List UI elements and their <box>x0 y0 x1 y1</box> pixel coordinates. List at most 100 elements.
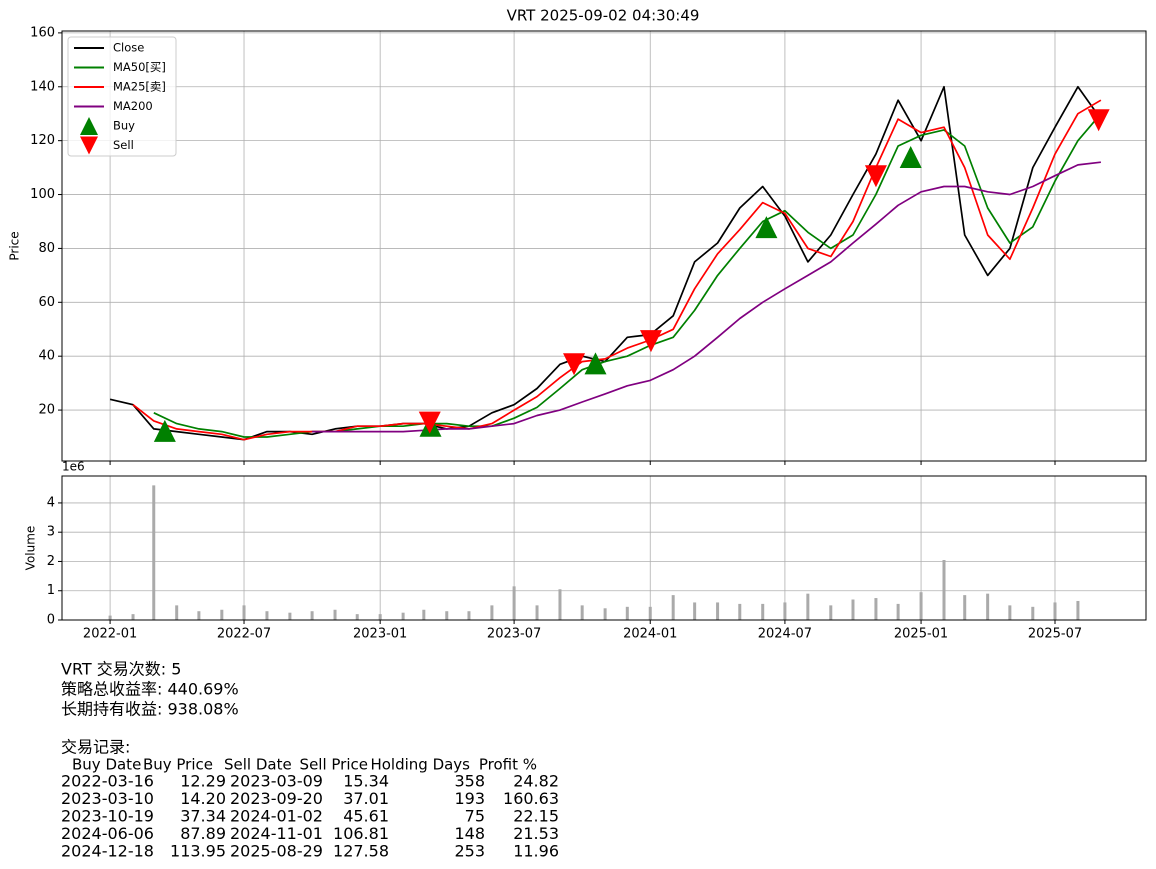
volume-bar <box>535 605 539 620</box>
table-cell: 14.20 <box>180 789 226 808</box>
table-cell: 2024-12-18 <box>61 842 154 861</box>
table-cell: 2025-08-29 <box>230 842 323 861</box>
y-tick-label: 120 <box>30 133 55 148</box>
table-header: Buy Date <box>72 756 141 774</box>
volume-bar <box>512 586 516 620</box>
volume-bar <box>152 485 156 620</box>
volume-bar <box>783 602 787 620</box>
x-tick-label: 2022-01 <box>83 627 137 642</box>
y-tick-label: 40 <box>38 349 55 364</box>
volume-bar <box>558 589 562 620</box>
sell-marker <box>639 330 662 353</box>
table-header: Profit % <box>479 756 537 774</box>
table-cell: 37.34 <box>180 807 226 826</box>
x-tick-label: 2024-01 <box>623 627 677 642</box>
x-tick-label: 2025-07 <box>1028 627 1082 642</box>
sell-marker <box>563 353 586 376</box>
volume-bar <box>131 614 135 620</box>
y-tick-label: 1 <box>47 583 55 598</box>
volume-bar <box>716 602 720 620</box>
legend-label: MA200 <box>113 99 153 113</box>
volume-bar <box>242 605 246 620</box>
volume-bar <box>625 606 629 620</box>
series-line <box>132 99 1102 441</box>
table-cell: 2024-11-01 <box>230 824 323 843</box>
volume-bar <box>333 609 337 620</box>
table-cell: 37.01 <box>343 789 389 808</box>
table-cell: 11.96 <box>513 842 559 861</box>
x-tick-label: 2024-07 <box>758 627 812 642</box>
table-cell: 106.81 <box>333 824 389 843</box>
volume-bar <box>963 595 967 620</box>
sell-marker <box>864 165 887 188</box>
volume-bar <box>806 593 810 620</box>
table-header: Sell Date <box>224 756 292 774</box>
y-tick-label: 4 <box>47 495 55 510</box>
series-line <box>312 161 1101 433</box>
table-cell: 2023-03-09 <box>230 772 323 791</box>
table-cell: 2022-03-16 <box>61 772 154 791</box>
volume-bar <box>220 609 224 620</box>
table-cell: 75 <box>465 807 485 826</box>
table-cell: 45.61 <box>343 807 389 826</box>
legend-label: MA50[买] <box>113 60 166 74</box>
volume-bar <box>401 612 405 620</box>
volume-bar <box>355 614 359 620</box>
legend-label: Sell <box>113 138 134 152</box>
table-cell: 22.15 <box>513 807 559 826</box>
volume-bar <box>310 611 314 620</box>
volume-bar <box>874 598 878 620</box>
table-cell: 113.95 <box>170 842 226 861</box>
volume-bar <box>1053 602 1057 620</box>
buy-marker <box>899 145 922 168</box>
volume-bar <box>896 603 900 620</box>
sell-marker <box>418 411 441 434</box>
volume-bar <box>919 592 923 620</box>
volume-bar <box>829 605 833 620</box>
volume-bar <box>197 611 201 620</box>
y-tick-label: 100 <box>30 187 55 202</box>
table-cell: 148 <box>454 824 485 843</box>
volume-bar <box>761 603 765 620</box>
x-tick-label: 2025-01 <box>894 627 948 642</box>
x-tick-label: 2023-01 <box>353 627 407 642</box>
volume-bar <box>671 595 675 620</box>
y-axis-label: Price <box>8 231 22 260</box>
volume-bar <box>1008 605 1012 620</box>
table-cell: 2023-10-19 <box>61 807 154 826</box>
legend-marker <box>80 117 98 135</box>
table-cell: 253 <box>454 842 485 861</box>
table-cell: 21.53 <box>513 824 559 843</box>
table-cell: 87.89 <box>180 824 226 843</box>
volume-bar <box>265 611 269 620</box>
plot-frame <box>61 30 1147 462</box>
volume-bar <box>288 612 292 620</box>
volume-bar <box>1031 606 1035 620</box>
table-cell: 2023-09-20 <box>230 789 323 808</box>
summary-line: 长期持有收益: 938.08% <box>61 700 239 719</box>
x-tick-label: 2023-07 <box>487 627 541 642</box>
volume-bar <box>580 605 584 620</box>
volume-bar <box>467 611 471 620</box>
volume-bar <box>378 614 382 620</box>
y-tick-label: 60 <box>38 295 55 310</box>
table-cell: 160.63 <box>503 789 559 808</box>
table-cell: 2023-03-10 <box>61 789 154 808</box>
volume-bar <box>986 593 990 620</box>
trades-title: 交易记录: <box>61 738 130 757</box>
legend-label: Close <box>113 41 144 55</box>
legend: Close MA50[买] MA25[卖] MA200 Buy Sell <box>67 36 177 157</box>
table-header: Sell Price <box>300 756 368 774</box>
table-header: Buy Price <box>143 756 213 774</box>
volume-bar <box>603 608 607 620</box>
volume-bar <box>942 560 946 620</box>
volume-bar <box>693 602 697 620</box>
table-cell: 358 <box>454 772 485 791</box>
y-tick-label: 160 <box>30 25 55 40</box>
offset-text: 1e6 <box>62 460 85 474</box>
y-tick-label: 0 <box>47 613 55 628</box>
table-cell: 12.29 <box>180 772 226 791</box>
legend-marker <box>80 136 98 155</box>
volume-bar <box>108 615 112 620</box>
